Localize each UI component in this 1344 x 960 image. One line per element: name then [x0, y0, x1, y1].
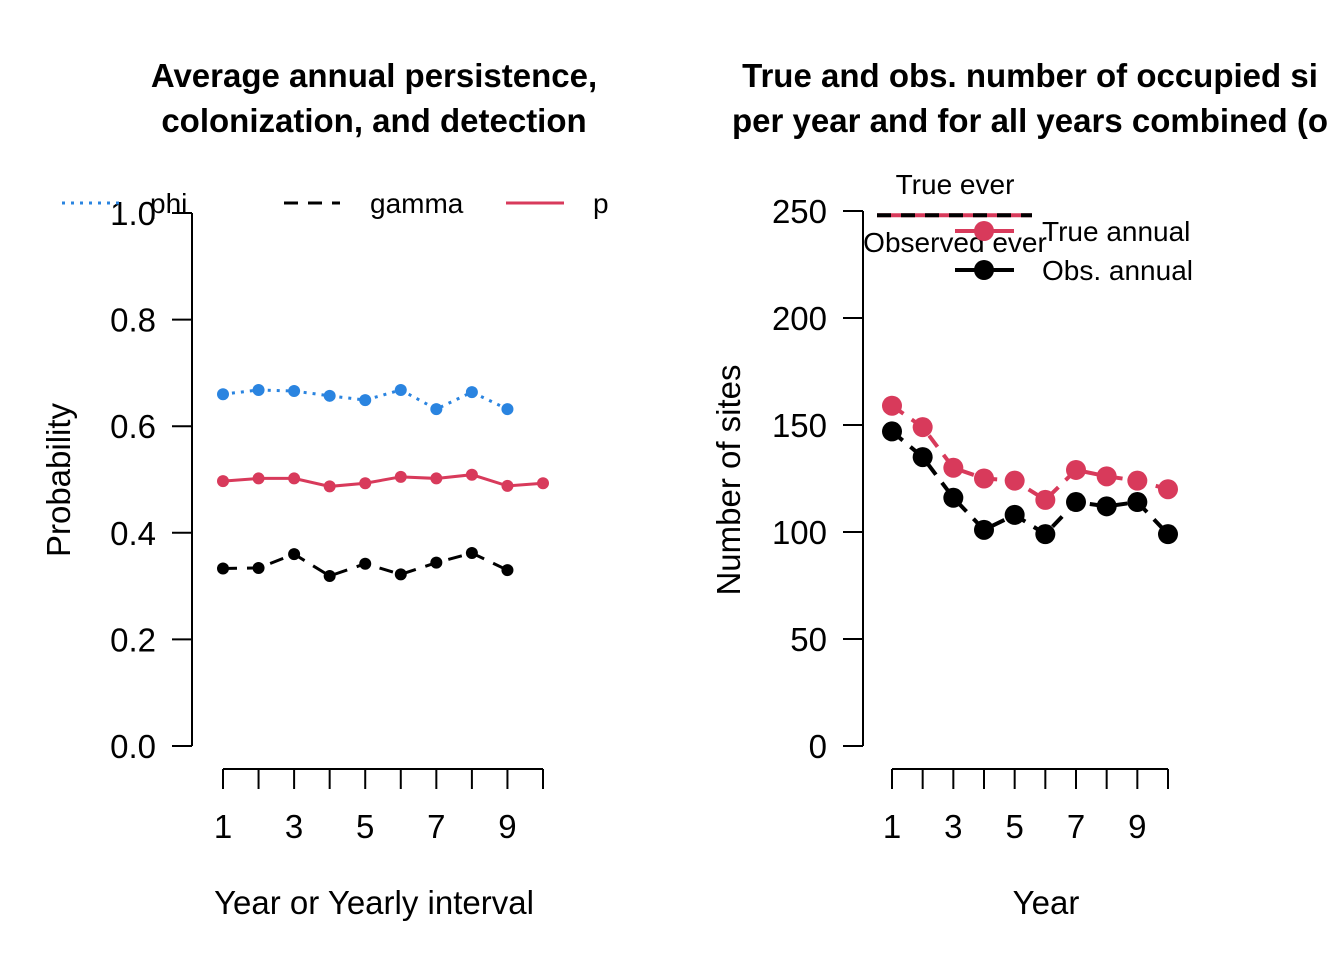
data-point-gamma — [323, 569, 336, 582]
data-point-obs-annual — [974, 519, 994, 540]
legend-true-ever-label: True ever — [896, 169, 1015, 200]
data-point-gamma — [501, 564, 514, 577]
data-point-phi — [323, 389, 336, 402]
left-y-tick-label: 0.2 — [110, 621, 156, 658]
left-x-tick-label: 1 — [214, 808, 232, 845]
left-x-tick-label: 7 — [427, 808, 445, 845]
data-point-true-annual — [912, 417, 933, 438]
right-y-tick-label: 250 — [772, 193, 827, 230]
data-point-p — [465, 468, 478, 481]
right-x-tick-label: 5 — [1005, 808, 1023, 845]
data-point-obs-annual — [1035, 524, 1056, 545]
data-point-p — [430, 472, 443, 485]
data-point-p — [537, 477, 549, 490]
left-series-group — [217, 383, 549, 582]
data-point-true-annual — [1066, 459, 1086, 480]
legend-p-label: p — [593, 188, 609, 219]
data-point-gamma — [465, 547, 478, 560]
right-x-tick-label: 1 — [883, 808, 901, 845]
right-y-tick-label: 150 — [772, 407, 827, 444]
data-point-true-annual — [1158, 479, 1178, 500]
right-axes: 0 50 100 150 200 250 1 3 5 7 9 — [772, 193, 1169, 845]
right-title-line-1: True and obs. number of occupied si — [742, 57, 1318, 94]
left-y-tick-label: 1.0 — [110, 195, 156, 232]
data-point-gamma — [359, 557, 372, 570]
right-y-axis-label: Number of sites — [710, 364, 747, 595]
left-title-line-2: colonization, and detection — [161, 102, 586, 139]
data-point-gamma — [252, 561, 265, 574]
data-point-obs-annual — [912, 447, 933, 468]
series-line-true-annual — [890, 404, 1169, 503]
right-title-line-2: per year and for all years combined (o — [732, 102, 1328, 139]
right-x-tick-label: 7 — [1067, 808, 1085, 845]
legend-true-annual-label: True annual — [1042, 216, 1190, 247]
right-x-tick-label: 3 — [944, 808, 962, 845]
data-point-true-annual — [974, 468, 994, 489]
left-axes: 0.0 0.2 0.4 0.6 0.8 1.0 1 3 5 7 9 — [110, 195, 544, 845]
right-y-tick-label: 200 — [772, 300, 827, 337]
series-line-p — [222, 473, 544, 488]
data-point-p — [252, 472, 265, 485]
data-point-gamma — [430, 556, 443, 569]
data-point-phi — [465, 386, 478, 399]
data-point-gamma — [394, 568, 407, 581]
legend-obs-annual-label: Obs. annual — [1042, 255, 1193, 286]
data-point-phi — [394, 383, 407, 396]
data-point-true-annual — [943, 457, 964, 478]
right-y-tick-label: 0 — [809, 728, 827, 765]
data-point-true-annual — [1035, 489, 1056, 510]
data-point-obs-annual — [943, 487, 964, 508]
data-point-phi — [430, 403, 443, 416]
data-point-phi — [359, 394, 372, 407]
data-point-gamma — [217, 562, 229, 575]
legend-obs-annual-marker — [974, 260, 994, 280]
left-y-tick-label: 0.6 — [110, 408, 156, 445]
right-y-tick-label: 100 — [772, 514, 827, 551]
data-point-obs-annual — [882, 421, 902, 442]
right-y-tick-label: 50 — [790, 621, 827, 658]
right-series-group — [877, 213, 1178, 545]
left-x-axis-label: Year or Yearly interval — [214, 884, 534, 921]
data-point-true-annual — [1127, 470, 1148, 491]
data-point-phi — [252, 383, 265, 396]
series-line-phi — [222, 388, 509, 411]
data-point-obs-annual — [1127, 492, 1148, 513]
data-point-p — [288, 472, 301, 485]
right-x-tick-label: 9 — [1128, 808, 1146, 845]
left-title-line-1: Average annual persistence, — [151, 57, 597, 94]
data-point-obs-annual — [1004, 504, 1025, 525]
data-point-p — [359, 477, 372, 490]
left-x-tick-label: 5 — [356, 808, 374, 845]
legend-true-annual-marker — [974, 221, 994, 241]
data-point-true-annual — [1004, 470, 1025, 491]
left-y-tick-label: 0.4 — [110, 515, 156, 552]
data-point-phi — [501, 403, 514, 416]
left-y-axis-label: Probability — [40, 402, 77, 557]
right-x-axis-label: Year — [1013, 884, 1080, 921]
data-point-p — [394, 470, 407, 483]
data-point-true-annual — [1096, 466, 1117, 487]
data-point-obs-annual — [1096, 496, 1117, 517]
right-panel: True and obs. number of occupied si per … — [710, 57, 1328, 921]
data-point-gamma — [288, 548, 301, 561]
legend-gamma-label: gamma — [370, 188, 464, 219]
data-point-phi — [217, 388, 229, 401]
data-point-true-annual — [882, 395, 902, 416]
left-x-tick-label: 9 — [498, 808, 516, 845]
left-legend: phi gamma p — [62, 188, 609, 219]
series-line-obs-annual — [890, 429, 1170, 537]
right-legend: True ever Observed ever True annual Obs.… — [863, 169, 1193, 286]
left-y-tick-label: 0.8 — [110, 302, 156, 339]
data-point-p — [217, 475, 229, 488]
left-x-tick-label: 3 — [285, 808, 303, 845]
left-panel: Average annual persistence, colonization… — [40, 57, 609, 921]
left-y-tick-label: 0.0 — [110, 728, 156, 765]
legend-phi-label: phi — [150, 188, 187, 219]
data-point-obs-annual — [1066, 492, 1086, 513]
data-point-p — [501, 479, 514, 492]
data-point-phi — [288, 385, 301, 398]
data-point-obs-annual — [1158, 524, 1178, 545]
data-point-p — [323, 480, 336, 493]
